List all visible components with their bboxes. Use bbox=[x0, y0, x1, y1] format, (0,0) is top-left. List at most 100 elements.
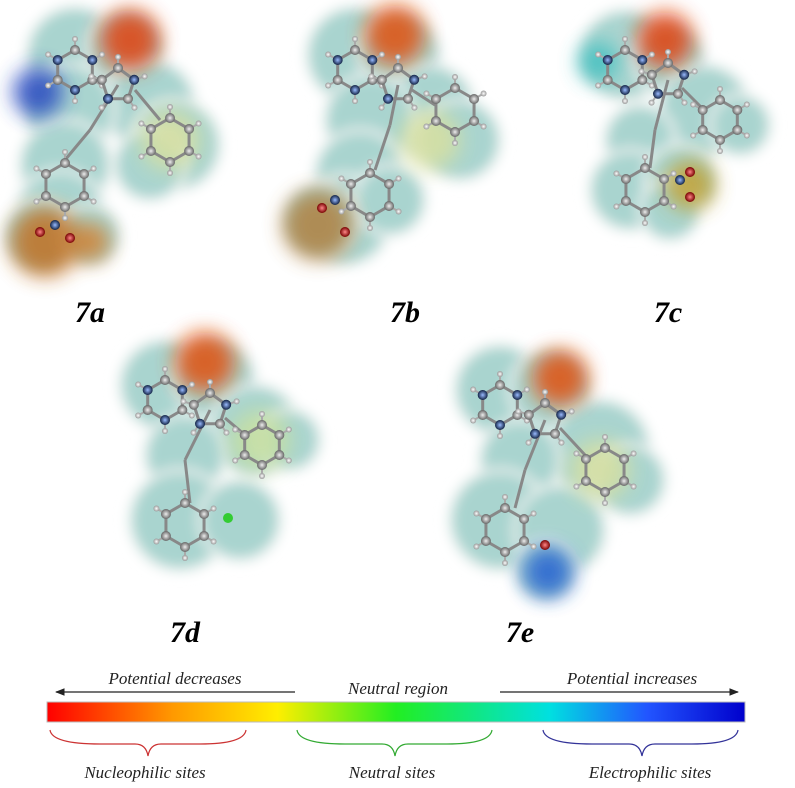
surface-patch bbox=[13, 67, 63, 117]
atom bbox=[602, 75, 613, 85]
molecule-label: 7c bbox=[654, 296, 682, 329]
hydrogen bbox=[325, 51, 332, 58]
hydrogen bbox=[421, 73, 428, 80]
atom bbox=[365, 212, 375, 222]
hydrogen bbox=[642, 154, 648, 160]
atom bbox=[469, 116, 480, 126]
hydrogen bbox=[470, 386, 477, 393]
atom bbox=[620, 85, 630, 95]
center-label: Neutral region bbox=[347, 679, 448, 698]
atom bbox=[165, 157, 175, 167]
atom bbox=[600, 487, 610, 497]
atom bbox=[35, 227, 45, 237]
hydrogen bbox=[367, 225, 373, 231]
bond bbox=[523, 419, 547, 471]
hydrogen bbox=[233, 398, 240, 405]
atom bbox=[350, 85, 360, 95]
surface-patch bbox=[532, 350, 588, 406]
atom bbox=[580, 476, 591, 486]
hydrogen bbox=[670, 203, 677, 210]
molecule-label: 7a bbox=[75, 296, 105, 329]
hydrogen bbox=[395, 175, 402, 182]
atom bbox=[402, 93, 413, 104]
color-bar bbox=[46, 701, 746, 723]
bond bbox=[680, 86, 704, 110]
atom bbox=[221, 399, 232, 410]
hydrogen bbox=[638, 68, 645, 75]
atom bbox=[540, 398, 550, 408]
atom bbox=[40, 191, 51, 201]
atom bbox=[195, 418, 206, 429]
atom bbox=[65, 233, 75, 243]
hydrogen bbox=[138, 153, 145, 160]
atom bbox=[184, 124, 195, 134]
hydrogen bbox=[188, 412, 195, 419]
hydrogen bbox=[259, 473, 265, 479]
hydrogen bbox=[338, 175, 345, 182]
hydrogen bbox=[595, 51, 602, 58]
surface-patch bbox=[10, 207, 80, 277]
atom bbox=[345, 201, 356, 211]
atom bbox=[512, 390, 523, 400]
bond bbox=[558, 426, 587, 457]
atom bbox=[495, 420, 505, 430]
atom bbox=[500, 503, 510, 513]
atom bbox=[350, 45, 360, 55]
atom bbox=[697, 125, 708, 135]
atom bbox=[450, 127, 460, 137]
atom bbox=[450, 83, 460, 93]
brace-electrophilic bbox=[542, 729, 739, 757]
atom bbox=[519, 536, 530, 546]
hydrogen bbox=[642, 220, 648, 226]
hydrogen bbox=[135, 381, 142, 388]
hydrogen bbox=[98, 104, 105, 111]
atom bbox=[675, 175, 685, 185]
atom bbox=[620, 196, 631, 206]
hydrogen bbox=[452, 74, 458, 80]
atom bbox=[160, 375, 170, 385]
hydrogen bbox=[338, 208, 345, 215]
bond bbox=[133, 89, 162, 121]
atom bbox=[646, 69, 657, 80]
atom bbox=[653, 88, 664, 99]
hydrogen bbox=[473, 510, 480, 517]
atom bbox=[732, 105, 743, 115]
hydrogen bbox=[367, 159, 373, 165]
atom bbox=[332, 55, 343, 65]
left-arrow-label: Potential decreases bbox=[108, 669, 242, 688]
atom bbox=[659, 196, 670, 206]
atom bbox=[685, 167, 695, 177]
hydrogen bbox=[90, 165, 97, 172]
hydrogen bbox=[259, 411, 265, 417]
atom bbox=[430, 94, 441, 104]
molecule-label: 7e bbox=[506, 616, 534, 649]
atom bbox=[365, 168, 375, 178]
hydrogen bbox=[72, 36, 78, 42]
atom bbox=[732, 125, 743, 135]
right-arrow-label: Potential increases bbox=[566, 669, 698, 688]
molecule bbox=[317, 36, 487, 237]
atom bbox=[87, 55, 98, 65]
hydrogen bbox=[195, 120, 202, 127]
atom bbox=[177, 405, 188, 415]
hydrogen bbox=[72, 98, 78, 104]
hydrogen bbox=[45, 82, 52, 89]
bond bbox=[513, 469, 527, 509]
atom bbox=[477, 410, 488, 420]
atom bbox=[672, 88, 683, 99]
hydrogen bbox=[88, 73, 95, 80]
surface-patch bbox=[283, 190, 353, 260]
hydrogen bbox=[602, 500, 608, 506]
hydrogen bbox=[135, 412, 142, 419]
atom bbox=[393, 63, 403, 73]
atom bbox=[540, 540, 550, 550]
hydrogen bbox=[681, 99, 688, 106]
hydrogen bbox=[395, 54, 401, 60]
hydrogen bbox=[167, 170, 173, 176]
atom bbox=[600, 443, 610, 453]
atom bbox=[469, 94, 480, 104]
atom bbox=[274, 450, 285, 460]
atom bbox=[79, 191, 90, 201]
molecule bbox=[595, 36, 750, 226]
